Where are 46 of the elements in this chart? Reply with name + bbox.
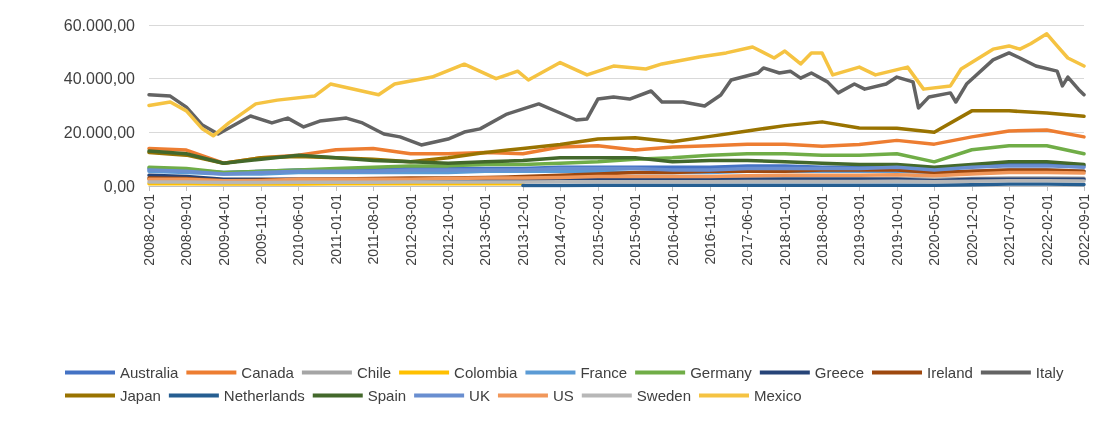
x-tick-label: 2018-01-01	[776, 193, 793, 266]
legend-label: Netherlands	[223, 387, 305, 404]
legend-label: France	[580, 364, 628, 381]
legend-label: UK	[469, 387, 490, 404]
y-tick-label: 0,00	[103, 177, 136, 195]
x-tick-label: 2012-10-01	[440, 193, 457, 266]
x-tick-label: 2022-09-01	[1076, 193, 1092, 266]
x-tick-label: 2008-02-01	[141, 193, 157, 266]
legend-label: Italy	[1035, 364, 1064, 381]
legend-label: Colombia	[454, 364, 519, 381]
x-tick-label: 2019-03-01	[851, 193, 868, 266]
legend-label: Germany	[690, 364, 753, 381]
x-tick-label: 2020-12-01	[963, 193, 980, 266]
legend-label: Spain	[367, 387, 407, 404]
x-tick-label: 2013-05-01	[477, 193, 494, 266]
x-tick-label: 2009-04-01	[215, 193, 232, 266]
x-tick-label: 2009-11-01	[253, 193, 270, 265]
y-tick-label: 40.000,00	[63, 70, 136, 88]
x-tick-label: 2008-09-01	[178, 193, 195, 266]
x-tick-label: 2022-02-01	[1038, 193, 1055, 266]
x-tick-label: 2020-05-01	[926, 193, 943, 266]
x-tick-label: 2016-04-01	[664, 193, 681, 266]
x-tick-label: 2011-01-01	[327, 193, 344, 265]
x-tick-label: 2013-12-01	[514, 193, 531, 266]
legend-label: Australia	[120, 364, 180, 381]
x-tick-label: 2021-07-01	[1001, 193, 1018, 266]
y-tick-label: 60.000,00	[63, 16, 136, 34]
x-tick-label: 2014-07-01	[552, 193, 569, 266]
x-tick-label: 2016-11-01	[702, 193, 719, 265]
legend-label: Greece	[814, 364, 865, 381]
x-tick-label: 2015-09-01	[627, 193, 644, 266]
legend-label: Chile	[356, 364, 392, 381]
x-tick-label: 2012-03-01	[402, 193, 419, 266]
x-tick-label: 2011-08-01	[365, 193, 382, 265]
legend-label: US	[552, 387, 574, 404]
x-tick-label: 2017-06-01	[739, 193, 756, 266]
legend-label: Sweden	[636, 387, 692, 404]
y-tick-label: 20.000,00	[63, 123, 136, 141]
x-tick-label: 2010-06-01	[290, 193, 307, 266]
legend-label: Japan	[120, 387, 161, 404]
x-tick-label: 2015-02-01	[589, 193, 606, 266]
x-tick-label: 2019-10-01	[888, 193, 905, 266]
legend-label: Ireland	[927, 364, 973, 381]
legend-label: Canada	[241, 364, 295, 381]
legend-label: Mexico	[754, 387, 802, 404]
x-tick-label: 2018-08-01	[814, 193, 831, 266]
